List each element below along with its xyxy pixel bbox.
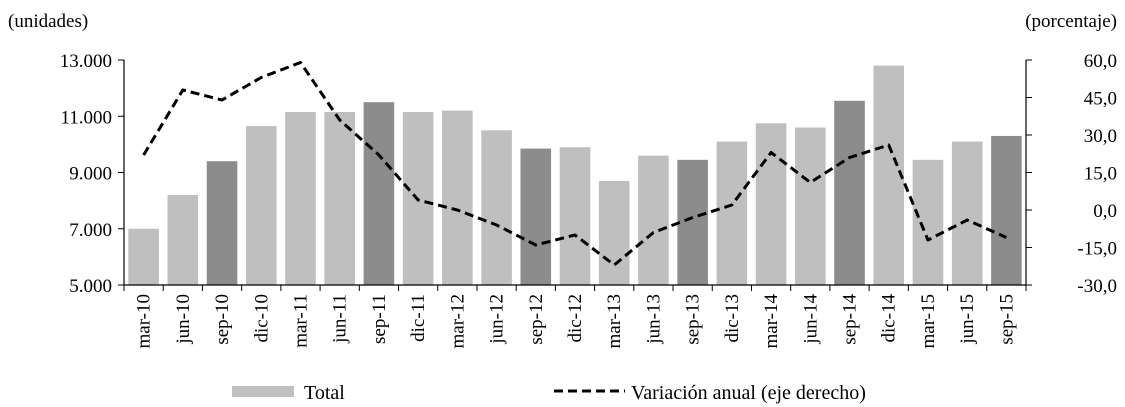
x-tick-label-dic-11: dic-11 [408,294,429,342]
right-tick-label: 0,0 [1093,201,1117,222]
bar-sep-11 [363,102,395,285]
left-tick-label: 7.000 [69,220,112,241]
bar-dic-12 [559,147,591,285]
bar-mar-11 [285,112,316,285]
x-tick-label-jun-10: jun-10 [173,294,194,345]
bar-jun-15 [951,141,983,285]
bar-jun-12 [481,130,512,285]
x-tick-label-sep-13: sep-13 [683,294,704,345]
bar-dic-10 [245,126,277,285]
x-tick-label-mar-11: mar-11 [290,294,311,348]
bar-dic-14 [873,65,905,286]
x-tick-label-mar-15: mar-15 [918,294,939,349]
x-tick-label-jun-11: jun-11 [330,294,351,344]
legend-total-swatch [232,386,294,397]
left-tick-label: 13.000 [60,51,112,72]
bar-sep-15 [991,135,1022,285]
right-tick-label: 45,0 [1084,89,1117,110]
bar-jun-14 [795,127,826,285]
left-tick-label: 5.000 [69,276,112,297]
right-tick-label: 30,0 [1084,126,1117,147]
x-tick-label-sep-15: sep-15 [996,294,1017,345]
bar-sep-13 [677,159,708,285]
x-tick-label-jun-14: jun-14 [800,294,821,345]
bar-mar-10 [128,228,159,285]
bar-sep-12 [520,148,552,285]
bar-mar-14 [755,123,787,285]
x-tick-label-mar-12: mar-12 [447,294,468,349]
x-tick-label-sep-11: sep-11 [369,294,390,344]
x-tick-label-dic-10: dic-10 [251,294,272,343]
bars-layer [128,65,1022,286]
bar-sep-10 [206,161,238,285]
x-tick-label-sep-14: sep-14 [840,294,861,345]
legend-total-label: Total [304,382,345,404]
x-tick-label-mar-14: mar-14 [761,294,782,349]
left-axis-unit-label: (unidades) [8,11,88,32]
x-tick-label-dic-12: dic-12 [565,294,586,343]
bar-mar-12 [442,110,473,286]
bar-sep-14 [834,100,865,285]
left-tick-label: 9.000 [69,164,112,185]
bar-mar-15 [912,159,944,285]
right-tick-label: -30,0 [1077,276,1117,297]
bar-mar-13 [598,180,630,285]
line-layer [142,61,1008,267]
x-tick-label-dic-13: dic-13 [722,294,743,343]
bar-jun-13 [638,155,669,286]
right-axis-ticks: -30,0 -15,0 0,0 15,0 30,0 45,0 60,0 [1026,51,1117,297]
x-tick-label-sep-10: sep-10 [212,294,233,345]
right-axis-unit-label: (porcentaje) [1025,11,1117,32]
left-axis-ticks: 5.000 7.000 9.000 11.000 13.000 [60,51,124,297]
legend-variation-label: Variación anual (eje derecho) [631,382,866,404]
x-axis-tick-labels: mar-10 jun-10 sep-10 dic-10 mar-11 jun-11 sep-… [134,294,1018,349]
legend: Total Variación anual (eje derecho) [232,382,866,404]
x-tick-label-mar-13: mar-13 [604,294,625,349]
right-tick-label: -15,0 [1077,239,1117,260]
x-tick-label-dic-14: dic-14 [879,294,900,343]
x-tick-label-sep-12: sep-12 [526,294,547,345]
right-tick-label: 60,0 [1084,51,1117,72]
bar-jun-10 [167,195,199,285]
variation-line [142,61,1008,267]
x-tick-label-mar-10: mar-10 [134,294,155,349]
bar-dic-13 [716,141,748,285]
right-tick-label: 15,0 [1084,164,1117,185]
x-tick-label-jun-12: jun-12 [487,294,508,345]
bar-jun-11 [324,112,355,285]
x-tick-label-jun-15: jun-15 [957,294,978,345]
left-tick-label: 11.000 [60,107,112,128]
x-tick-label-jun-13: jun-13 [643,294,664,345]
